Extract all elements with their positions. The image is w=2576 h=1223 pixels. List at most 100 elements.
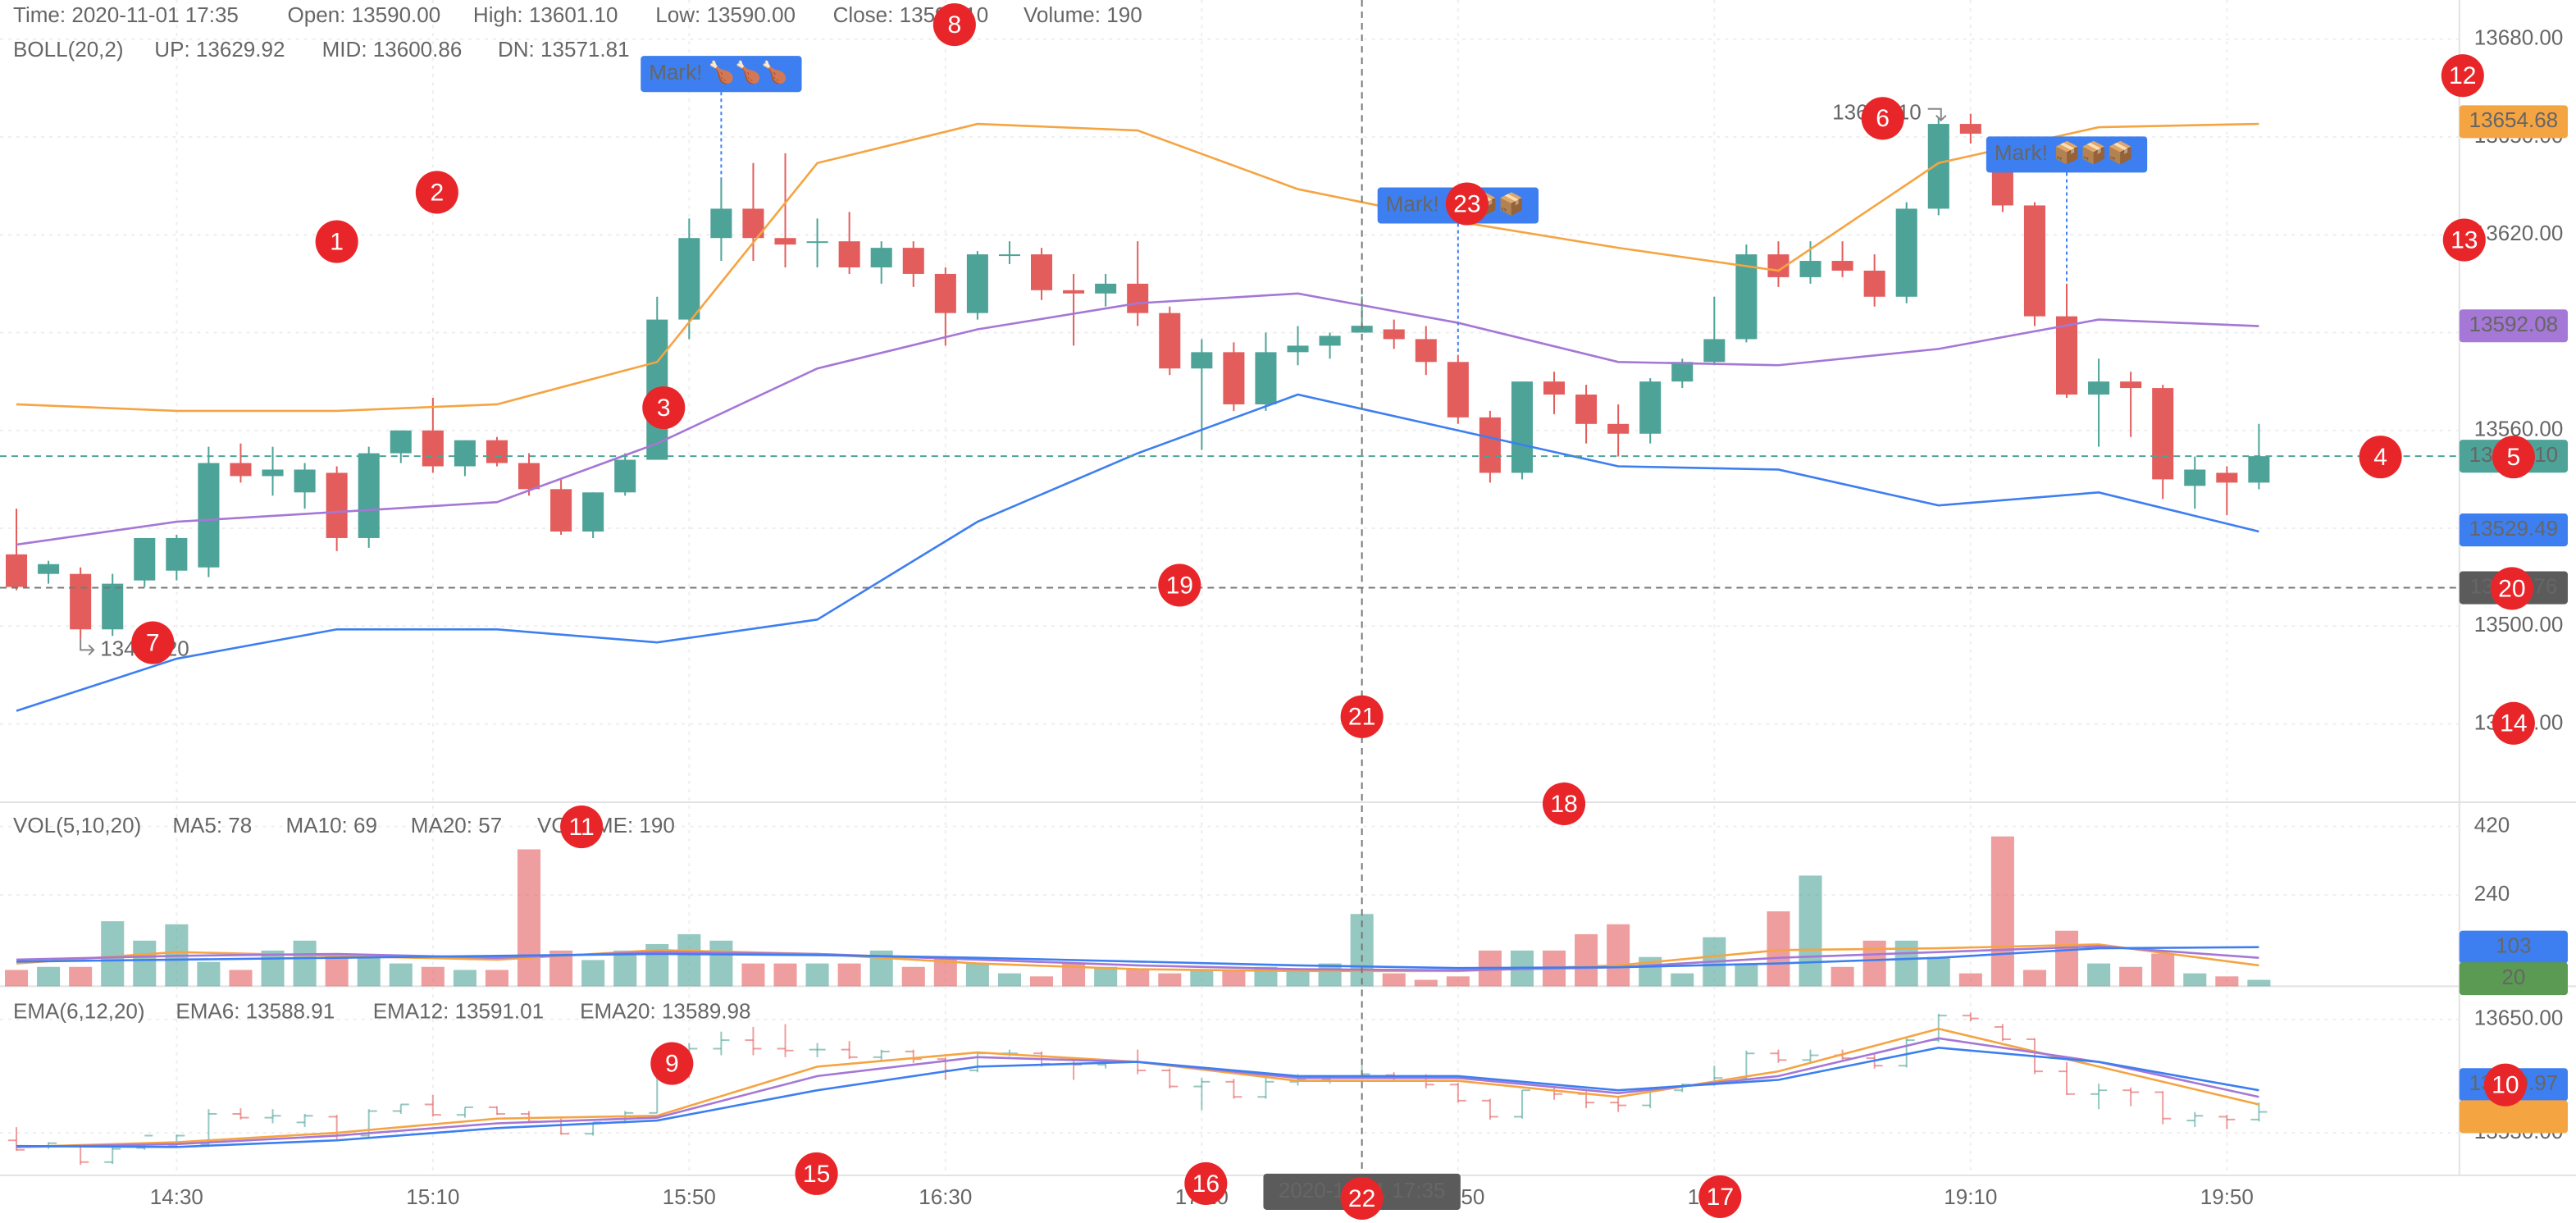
volume-bar — [2054, 930, 2079, 987]
candle-body — [902, 248, 924, 274]
annotation-number: 1 — [330, 229, 344, 256]
time-tick-label: 16:30 — [919, 1184, 972, 1209]
candle-body — [1895, 208, 1917, 297]
annotation-number: 19 — [1166, 572, 1193, 599]
annotation-number: 16 — [1192, 1171, 1220, 1198]
volume-bar — [2151, 953, 2175, 987]
candle-body — [326, 472, 348, 538]
annotation-circle — [1340, 695, 1384, 738]
candle-body — [294, 469, 316, 493]
annotation-circle — [650, 1042, 694, 1085]
legend-item: VOLUME: 190 — [537, 813, 675, 837]
volume-bar — [1767, 911, 1790, 987]
time-tick-label: 19:50 — [2200, 1184, 2254, 1209]
legend-item: MA10: 69 — [286, 813, 377, 837]
axis-value-box — [2459, 105, 2568, 139]
volume-bar — [197, 961, 221, 987]
legend-item: MID: 13600.86 — [322, 37, 463, 62]
volume-bar — [69, 966, 93, 987]
volume-bar — [133, 940, 157, 987]
candle-body — [358, 453, 380, 538]
candle-body — [1511, 381, 1533, 473]
candle-body — [614, 459, 636, 493]
info-item: Volume: 190 — [1024, 2, 1142, 27]
candle-body — [166, 537, 188, 571]
volume-bar — [1190, 970, 1214, 987]
low-arrow — [80, 638, 95, 656]
volume-bar — [37, 966, 61, 987]
high-arrow — [1927, 107, 1947, 122]
volume-bar — [453, 970, 476, 987]
candle-body — [102, 583, 124, 630]
annotation-marker: 4 — [2359, 436, 2402, 479]
time-tick-label: 15:50 — [663, 1184, 716, 1209]
y-tick-label: 13620.00 — [2474, 221, 2564, 245]
annotation-number: 14 — [2500, 710, 2527, 737]
annotation-marker: 23 — [1445, 182, 1489, 226]
annotation-circle — [2441, 54, 2484, 98]
candle-body — [1735, 254, 1758, 340]
volume-bar — [5, 970, 29, 987]
candle-body — [486, 440, 508, 463]
annotation-number: 10 — [2492, 1072, 2519, 1099]
volume-bar — [1958, 973, 1982, 987]
info-item: Low: 13590.00 — [655, 2, 796, 27]
legend-item: EMA12: 13591.01 — [373, 998, 544, 1023]
candle-body — [1831, 261, 1853, 271]
y-tick-label: 420 — [2474, 813, 2510, 837]
axis-value-box — [2459, 930, 2568, 964]
annotation-number: 20 — [2498, 575, 2525, 602]
annotation-circle — [932, 3, 976, 47]
legend-item: UP: 13629.92 — [154, 37, 285, 62]
volume-bar — [1446, 976, 1470, 987]
volume-bar — [1575, 933, 1598, 987]
annotation-circle — [2492, 701, 2535, 745]
volume-bar — [389, 963, 413, 987]
candle-body — [1607, 423, 1630, 434]
annotation-circle — [795, 1152, 838, 1195]
candle-body — [1415, 339, 1437, 363]
annotation-number: 9 — [665, 1051, 679, 1078]
annotation-circle — [2442, 218, 2486, 262]
volume-bar — [229, 970, 253, 987]
volume-bar — [2215, 976, 2239, 987]
legend-item: MA5: 78 — [172, 813, 252, 837]
info-item: Open: 13590.00 — [288, 2, 441, 27]
volume-bar — [1414, 979, 1438, 987]
annotation-marker: 3 — [642, 386, 686, 430]
volume-bar — [325, 953, 349, 987]
candle-body — [1703, 339, 1726, 363]
annotation-number: 3 — [657, 395, 671, 422]
volume-bar — [517, 849, 541, 987]
candle-body — [2120, 381, 2142, 389]
annotation-marker: 13 — [2442, 218, 2486, 262]
annotation-number: 23 — [1453, 190, 1480, 217]
annotation-marker: 1 — [315, 220, 358, 263]
candle-body — [1575, 395, 1598, 424]
annotation-number: 2 — [430, 179, 444, 206]
axis-value-label: 13529.49 — [2469, 516, 2559, 541]
volume-bar — [1671, 973, 1694, 987]
annotation-marker: 10 — [2483, 1063, 2527, 1107]
info-item: High: 13601.10 — [473, 2, 618, 27]
axis-value-box — [2459, 1100, 2568, 1134]
candle-body — [870, 248, 892, 267]
annotation-circle — [131, 621, 175, 664]
candle-body — [2088, 381, 2110, 395]
annotation-marker: 6 — [1861, 97, 1904, 140]
axis-value-box — [2459, 962, 2568, 996]
candle-body — [230, 463, 252, 477]
annotation-number: 21 — [1348, 704, 1375, 731]
annotation-marker: 14 — [2492, 701, 2535, 745]
candle-body — [1383, 329, 1405, 340]
candle-body — [550, 489, 572, 532]
volume-bar — [1831, 966, 1854, 987]
annotation-circle — [1184, 1161, 1228, 1205]
candle-body — [70, 573, 92, 630]
volume-bar — [613, 950, 637, 987]
candle-body — [1863, 270, 1885, 297]
annotation-number: 6 — [1876, 105, 1890, 132]
time-tick-label: 15:10 — [406, 1184, 459, 1209]
candle-body — [1351, 326, 1373, 333]
